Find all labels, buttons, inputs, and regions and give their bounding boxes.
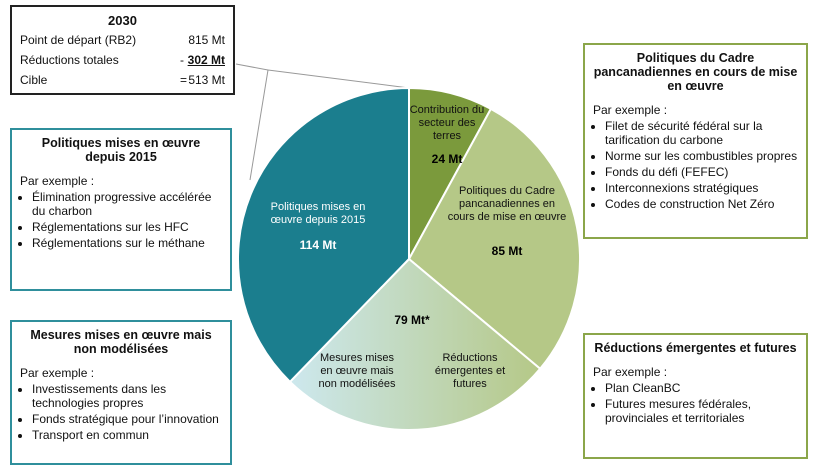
value-label: 85 Mt	[491, 244, 523, 258]
box-intro: Par exemple :	[593, 365, 668, 379]
row-label: Réductions totales	[20, 53, 119, 67]
box-title: Politiques mises en œuvre depuis 2015	[41, 136, 201, 164]
box-list: Investissements dans les technologies pr…	[20, 382, 222, 442]
slice-label: Contribution du secteur des terres	[409, 104, 485, 142]
connector	[249, 69, 269, 181]
box-item: Fonds du défi (FEFEC)	[605, 165, 798, 179]
box-title: Politiques du Cadre pancanadiennes en co…	[593, 51, 798, 93]
box-item: Plan CleanBC	[605, 381, 798, 395]
box-title: Réductions émergentes et futures	[594, 341, 797, 355]
slice-label: Politiques du Cadre pancanadiennes en co…	[447, 185, 567, 223]
pie-slice	[288, 257, 542, 431]
info-box: Réductions émergentes et futures Par exem…	[583, 333, 808, 459]
summary-box: 2030 Point de départ (RB2) 815 Mt Réduct…	[10, 5, 235, 95]
box-item: Élimination progressive accélérée du cha…	[32, 190, 222, 218]
value-label: 24 Mt	[431, 152, 463, 166]
box-item: Norme sur les combustibles propres	[605, 149, 798, 163]
info-box: Politiques mises en œuvre depuis 2015 Par…	[10, 128, 232, 291]
box-intro: Par exemple :	[593, 103, 668, 117]
box-item: Réglementations sur les HFC	[32, 220, 222, 234]
row-sign: =	[180, 73, 188, 87]
connector	[235, 63, 269, 71]
value-label: 114 Mt	[299, 238, 337, 252]
slice-label: Politiques mises en œuvre depuis 2015	[270, 201, 366, 226]
box-list: Plan CleanBC Futures mesures fédérales, p…	[593, 381, 798, 425]
row-value: 815 Mt	[188, 33, 225, 47]
box-item: Futures mesures fédérales, provinciales …	[605, 397, 798, 425]
box-list: Filet de sécurité fédéral sur la tarific…	[593, 119, 798, 211]
summary-title: 2030	[108, 13, 137, 28]
box-item: Réglementations sur le méthane	[32, 236, 222, 250]
row-label: Cible	[20, 73, 48, 87]
box-item: Filet de sécurité fédéral sur la tarific…	[605, 119, 798, 147]
slice-label: Mesures mises en œuvre mais non modélisé…	[318, 352, 396, 390]
value-label: 79 Mt*	[394, 313, 430, 327]
box-item: Investissements dans les technologies pr…	[32, 382, 222, 410]
box-intro: Par exemple :	[20, 174, 95, 188]
pie-slice	[237, 86, 410, 384]
box-item: Fonds stratégique pour l’innovation	[32, 412, 222, 426]
box-intro: Par exemple :	[20, 366, 95, 380]
box-item: Transport en commun	[32, 428, 222, 442]
pie-slice	[407, 107, 581, 371]
row-value: 513 Mt	[188, 73, 225, 87]
box-title: Mesures mises en œuvre mais non modélisé…	[30, 328, 212, 356]
row-label: Point de départ (RB2)	[20, 33, 137, 47]
info-box: Mesures mises en œuvre mais non modélisé…	[10, 320, 232, 465]
connector	[267, 69, 410, 89]
info-box: Politiques du Cadre pancanadiennes en co…	[583, 43, 808, 239]
slice-label: Réductions émergentes et futures	[434, 352, 506, 390]
box-item: Codes de construction Net Zéro	[605, 197, 798, 211]
row-value: 302 Mt	[187, 53, 225, 67]
box-item: Interconnexions stratégiques	[605, 181, 798, 195]
box-list: Élimination progressive accélérée du cha…	[20, 190, 222, 250]
row-sign: -	[180, 53, 184, 67]
